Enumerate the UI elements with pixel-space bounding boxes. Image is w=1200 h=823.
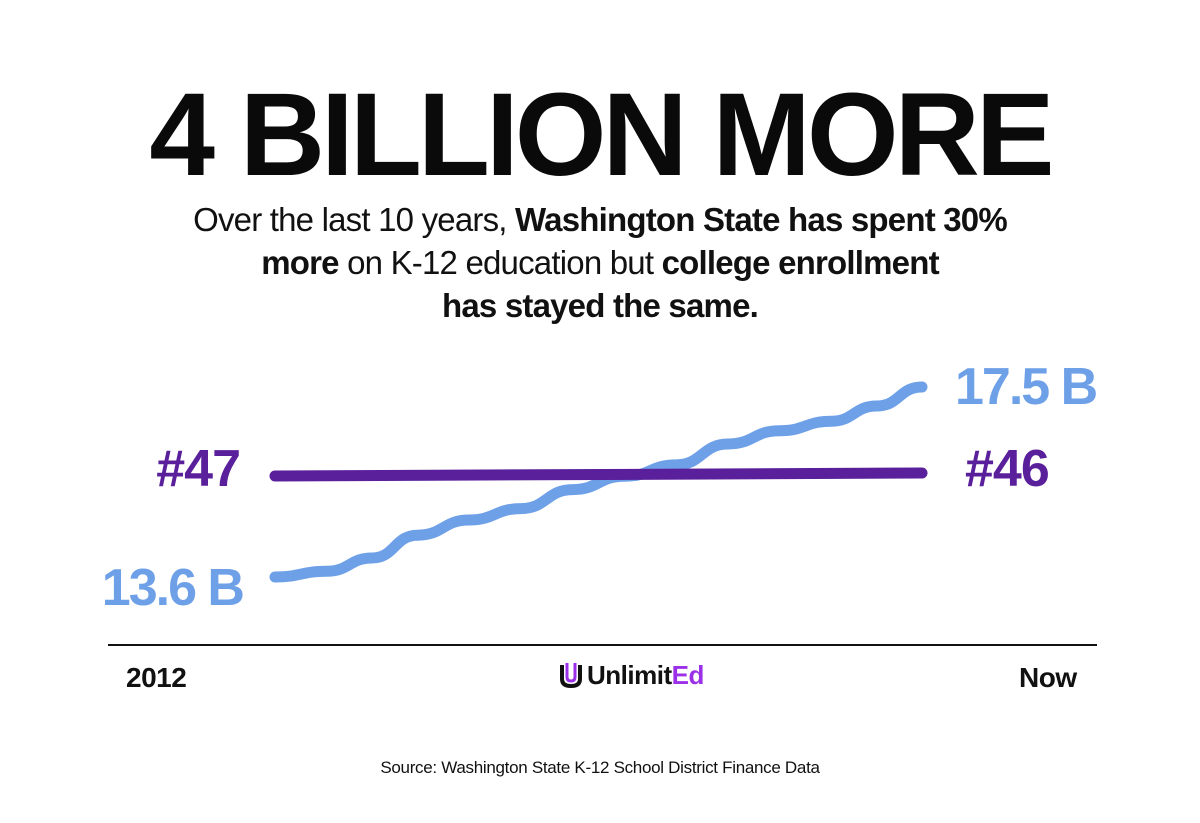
subtitle-bold-2: more	[261, 244, 339, 281]
source-note: Source: Washington State K-12 School Dis…	[380, 758, 820, 777]
subtitle-text-1: Over the last 10 years,	[193, 201, 516, 238]
logo-text-ed: Ed	[671, 659, 705, 690]
rank-end-label: #46	[965, 440, 1049, 498]
spending-start-label: 13.6 B	[102, 559, 244, 617]
x-tick-end: Now	[1019, 662, 1077, 693]
subtitle-bold-1: Washington State has spent 30%	[515, 201, 1008, 238]
rank-start-label: #47	[156, 440, 240, 498]
x-tick-start: 2012	[126, 662, 187, 693]
headline: 4 BILLION MORE	[149, 69, 1054, 201]
subtitle: Over the last 10 years, Washington State…	[150, 198, 1050, 327]
rank-series-line	[269, 467, 928, 482]
logo-text-unlimit: Unlimit	[587, 659, 672, 690]
spending-series-line	[269, 381, 928, 583]
unlimited-logo: Unlimit Ed	[559, 657, 704, 693]
subtitle-bold-3: college enrollment	[661, 244, 940, 281]
subtitle-text-2: on K-12 education but	[338, 244, 662, 281]
x-axis-baseline	[108, 644, 1097, 646]
subtitle-bold-4: has stayed the same.	[442, 287, 759, 324]
unlimited-logo-mark-icon	[560, 663, 582, 689]
spending-end-label: 17.5 B	[955, 358, 1097, 416]
